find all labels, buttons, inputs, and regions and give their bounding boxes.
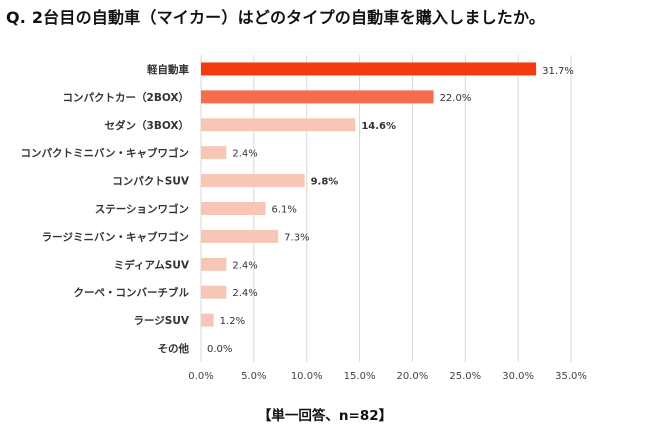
x-tick-label: 35.0%	[555, 371, 587, 382]
value-label: 31.7%	[542, 66, 574, 77]
x-tick-label: 5.0%	[241, 371, 266, 382]
bars	[201, 62, 537, 327]
category-label: 軽自動車	[147, 63, 189, 76]
bar	[201, 202, 266, 215]
x-tick-label: 0.0%	[188, 371, 213, 382]
category-label: ラージSUV	[133, 315, 189, 327]
value-label: 14.6%	[361, 121, 396, 132]
bar	[201, 257, 227, 271]
labels: 0.0% 5.0% 10.0% 15.0% 20.0% 25.0% 30.0% 35.0% 軽自…	[20, 63, 586, 382]
value-label: 2.4%	[232, 260, 257, 271]
category-label: クーペ・コンバーチブル	[74, 286, 190, 299]
category-label: セダン（3BOX）	[105, 119, 189, 132]
x-tick-label: 10.0%	[291, 371, 323, 382]
bar	[201, 313, 214, 327]
bar	[201, 146, 227, 160]
value-label: 0.0%	[207, 344, 232, 355]
bar	[201, 174, 305, 188]
sample-note: 【単一回答、n=82】	[257, 408, 393, 424]
x-tick-label: 25.0%	[449, 371, 481, 382]
category-label: ミディアムSUV	[114, 258, 190, 271]
value-label: 7.3%	[284, 232, 309, 243]
value-label: 2.4%	[232, 149, 257, 160]
value-label: 22.0%	[440, 93, 472, 104]
value-label: 1.2%	[220, 316, 245, 327]
x-tick-label: 30.0%	[502, 371, 534, 382]
value-label: 9.8%	[311, 177, 339, 188]
value-label: 6.1%	[271, 205, 296, 216]
value-label: 2.4%	[232, 288, 257, 299]
category-label: その他	[158, 342, 190, 355]
chart-title: Q. 2台目の自動車（マイカー）はどのタイプの自動車を購入しましたか。	[6, 8, 546, 27]
category-label: コンパクトSUV	[112, 176, 190, 188]
bar	[201, 118, 356, 132]
x-tick-label: 15.0%	[344, 371, 376, 382]
bar	[201, 285, 227, 299]
category-label: ステーションワゴン	[95, 203, 189, 216]
x-tick-label: 20.0%	[397, 371, 429, 382]
bar	[201, 90, 434, 104]
bar	[201, 62, 537, 76]
category-label: コンパクトミニバン・キャブワゴン	[20, 147, 189, 160]
category-label: コンパクトカー（2BOX）	[63, 91, 189, 104]
category-label: ラージミニバン・キャブワゴン	[42, 230, 189, 243]
bar	[201, 229, 279, 243]
